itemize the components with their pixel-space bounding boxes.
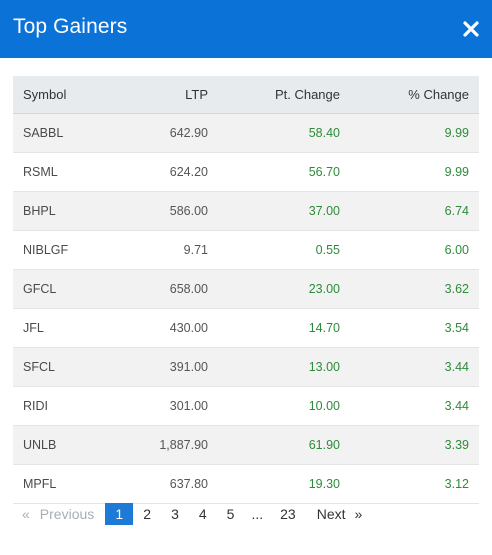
pt-change-cell: 56.70 xyxy=(308,164,340,179)
column-header-symbol[interactable]: Symbol xyxy=(13,76,128,114)
next-page-button[interactable]: Next » xyxy=(317,503,363,525)
page-button-2[interactable]: 2 xyxy=(143,506,152,522)
gainers-table-container: Symbol LTP Pt. Change % Change SABBL 642.… xyxy=(13,76,479,504)
pt-change-cell: 13.00 xyxy=(308,359,340,374)
table-row[interactable]: GFCL 658.00 23.00 3.62 xyxy=(13,269,479,308)
page-button-5[interactable]: 5 xyxy=(226,506,235,522)
symbol-cell: JFL xyxy=(23,320,44,335)
column-header-ltp[interactable]: LTP xyxy=(128,76,218,114)
table-row[interactable]: BHPL 586.00 37.00 6.74 xyxy=(13,191,479,230)
previous-page-button[interactable]: « Previous xyxy=(22,503,94,525)
ltp-cell: 624.20 xyxy=(169,164,208,179)
pt-change-cell: 14.70 xyxy=(308,320,340,335)
pct-change-cell: 9.99 xyxy=(444,164,469,179)
ltp-cell: 301.00 xyxy=(169,398,208,413)
page-button-3[interactable]: 3 xyxy=(171,506,179,522)
previous-arrow-icon: « xyxy=(22,506,30,522)
close-icon[interactable] xyxy=(460,18,482,40)
ltp-cell: 430.00 xyxy=(169,320,208,335)
symbol-cell: SABBL xyxy=(23,125,64,140)
pct-change-cell: 6.00 xyxy=(444,242,469,257)
table-row[interactable]: MPFL 637.80 19.30 3.12 xyxy=(13,464,479,503)
pt-change-cell: 58.40 xyxy=(308,125,340,140)
ltp-cell: 642.90 xyxy=(169,125,208,140)
pagination-ellipsis: ... xyxy=(251,506,264,522)
ltp-cell: 658.00 xyxy=(169,281,208,296)
page-button-1[interactable]: 1 xyxy=(105,503,134,525)
column-header-pct-change[interactable]: % Change xyxy=(350,76,479,114)
pct-change-cell: 3.62 xyxy=(444,281,469,296)
pct-change-cell: 3.12 xyxy=(444,476,469,491)
gainers-table: Symbol LTP Pt. Change % Change SABBL 642.… xyxy=(13,76,479,504)
modal-title: Top Gainers xyxy=(13,15,128,38)
table-row[interactable]: RSML 624.20 56.70 9.99 xyxy=(13,152,479,191)
symbol-cell: GFCL xyxy=(23,281,57,296)
symbol-cell: RIDI xyxy=(23,398,48,413)
table-header-row: Symbol LTP Pt. Change % Change xyxy=(13,76,479,114)
symbol-cell: BHPL xyxy=(23,203,56,218)
next-arrow-icon: » xyxy=(354,506,363,522)
table-row[interactable]: SFCL 391.00 13.00 3.44 xyxy=(13,347,479,386)
previous-label: Previous xyxy=(39,506,95,522)
symbol-cell: SFCL xyxy=(23,359,55,374)
next-label: Next xyxy=(316,506,346,522)
symbol-cell: MPFL xyxy=(23,476,57,491)
ltp-cell: 9.71 xyxy=(183,242,208,257)
ltp-cell: 391.00 xyxy=(169,359,208,374)
symbol-cell: NIBLGF xyxy=(23,242,69,257)
symbol-cell: RSML xyxy=(23,164,58,179)
pt-change-cell: 61.90 xyxy=(308,437,340,452)
page-button-23[interactable]: 23 xyxy=(280,506,296,522)
table-row[interactable]: JFL 430.00 14.70 3.54 xyxy=(13,308,479,347)
ltp-cell: 637.80 xyxy=(169,476,208,491)
pct-change-cell: 3.39 xyxy=(444,437,469,452)
table-row[interactable]: UNLB 1,887.90 61.90 3.39 xyxy=(13,425,479,464)
pagination: « Previous 1 2 3 4 5 ... 23 Next » xyxy=(13,503,362,525)
pt-change-cell: 10.00 xyxy=(308,398,340,413)
pct-change-cell: 3.44 xyxy=(444,359,469,374)
column-header-pt-change[interactable]: Pt. Change xyxy=(218,76,350,114)
modal-header: Top Gainers xyxy=(0,0,492,58)
pct-change-cell: 6.74 xyxy=(444,203,469,218)
symbol-cell: UNLB xyxy=(23,437,57,452)
table-row[interactable]: RIDI 301.00 10.00 3.44 xyxy=(13,386,479,425)
table-row[interactable]: NIBLGF 9.71 0.55 6.00 xyxy=(13,230,479,269)
pct-change-cell: 9.99 xyxy=(444,125,469,140)
table-row[interactable]: SABBL 642.90 58.40 9.99 xyxy=(13,113,479,152)
pt-change-cell: 23.00 xyxy=(308,281,340,296)
pt-change-cell: 37.00 xyxy=(308,203,340,218)
ltp-cell: 1,887.90 xyxy=(159,437,208,452)
pt-change-cell: 19.30 xyxy=(308,476,340,491)
pct-change-cell: 3.54 xyxy=(444,320,469,335)
pt-change-cell: 0.55 xyxy=(315,242,340,257)
ltp-cell: 586.00 xyxy=(169,203,208,218)
pct-change-cell: 3.44 xyxy=(444,398,469,413)
page-button-4[interactable]: 4 xyxy=(198,506,207,522)
